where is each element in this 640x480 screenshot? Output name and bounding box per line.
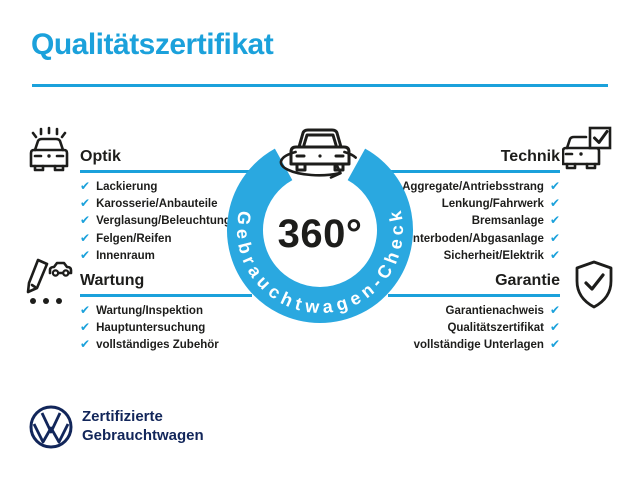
- checklist-item-label: Innenraum: [96, 250, 155, 263]
- checklist-item-label: Felgen/Reifen: [96, 232, 172, 245]
- section-line-garantie: [388, 294, 560, 297]
- check-icon: ✔: [80, 196, 91, 211]
- checklist-item: Qualitätszertifikat ✔: [447, 319, 560, 336]
- check-icon: ✔: [549, 248, 560, 263]
- section-title-optik: Optik: [80, 148, 121, 165]
- vw-logo: [29, 405, 73, 449]
- optik-checklist: ✔ Lackierung ✔ Karosserie/Anbauteile ✔ Verg…: [80, 178, 231, 265]
- wartung-checklist: ✔ Wartung/Inspektion ✔ Hauptuntersuchung ✔…: [80, 302, 219, 354]
- check-icon: ✔: [549, 230, 560, 245]
- ring-shape: [227, 148, 413, 323]
- garantie-checklist: Garantienachweis ✔ Qualitätszertifikat ✔ v…: [414, 302, 560, 354]
- shield-check-icon: [575, 260, 613, 309]
- technik-checklist: Aggregate/Antriebsstrang ✔ Lenkung/Fahrwe…: [402, 178, 560, 265]
- checklist-item-label: Hauptuntersuchung: [96, 322, 206, 335]
- section-title-garantie: Garantie: [495, 272, 560, 289]
- section-line-technik: [388, 170, 560, 173]
- checklist-item: ✔ Karosserie/Anbauteile: [80, 195, 231, 212]
- check-icon: ✔: [80, 230, 91, 245]
- section-title-wartung: Wartung: [80, 272, 145, 289]
- checklist-item-label: vollständige Unterlagen: [413, 339, 544, 352]
- ring-label: Gebrauchtwagen-Check: [233, 207, 407, 317]
- degrees-label: 360°: [278, 212, 363, 256]
- brand-label-line2: Gebrauchtwagen: [82, 427, 204, 444]
- check-icon: ✔: [80, 320, 91, 335]
- check-icon: ✔: [549, 178, 560, 193]
- checklist-item-label: Lackierung: [96, 180, 158, 193]
- checklist-item: ✔ Wartung/Inspektion: [80, 302, 219, 319]
- checklist-item: Lenkung/Fahrwerk ✔: [442, 195, 560, 212]
- check-icon: ✔: [80, 337, 91, 352]
- checklist-item-label: Aggregate/Antriebsstrang: [402, 180, 544, 193]
- check-icon: ✔: [549, 196, 560, 211]
- checklist-item-label: Unterboden/Abgasanlage: [404, 232, 544, 245]
- check-icon: ✔: [80, 248, 91, 263]
- checklist-item: Garantienachweis ✔: [446, 302, 561, 319]
- checklist-item: ✔ Hauptuntersuchung: [80, 319, 219, 336]
- checklist-item: Sicherheit/Elektrik ✔: [444, 248, 560, 265]
- checklist-item: vollständige Unterlagen ✔: [414, 337, 560, 354]
- car-shine-icon: [29, 126, 69, 172]
- car-checkbox-icon: [562, 126, 612, 170]
- page-title: Qualitätszertifikat: [31, 28, 274, 61]
- section-line-wartung: [80, 294, 252, 297]
- checklist-item-label: Karosserie/Anbauteile: [96, 198, 218, 211]
- check-icon: ✔: [549, 213, 560, 228]
- check-icon: ✔: [549, 302, 560, 317]
- check-icon: ✔: [80, 302, 91, 317]
- checklist-item-label: Wartung/Inspektion: [96, 304, 203, 317]
- check-icon: ✔: [549, 337, 560, 352]
- check-icon: ✔: [80, 178, 91, 193]
- checklist-item-label: Lenkung/Fahrwerk: [441, 198, 544, 211]
- brand-label: Zertifizierte Gebrauchtwagen: [82, 407, 204, 445]
- checklist-item-label: Qualitätszertifikat: [447, 322, 544, 335]
- car-rotate-icon: [279, 128, 357, 179]
- section-title-technik: Technik: [500, 148, 560, 165]
- service-checklist-icon: [26, 258, 73, 304]
- header-divider: [32, 84, 608, 87]
- checklist-item: ✔ Innenraum: [80, 248, 231, 265]
- checklist-item: Bremsanlage ✔: [472, 213, 560, 230]
- checklist-item-label: Sicherheit/Elektrik: [443, 250, 544, 263]
- checklist-item: Unterboden/Abgasanlage ✔: [405, 230, 560, 247]
- checklist-item: ✔ Lackierung: [80, 178, 231, 195]
- check-icon: ✔: [80, 213, 91, 228]
- checklist-item: ✔ Felgen/Reifen: [80, 230, 231, 247]
- checklist-item-label: Bremsanlage: [471, 215, 544, 228]
- checklist-item: ✔ Verglasung/Beleuchtung: [80, 213, 231, 230]
- check-icon: ✔: [549, 320, 560, 335]
- brand-label-line1: Zertifizierte: [82, 408, 163, 425]
- checklist-item-label: Verglasung/Beleuchtung: [96, 215, 231, 228]
- checklist-item-label: vollständiges Zubehör: [96, 339, 219, 352]
- checklist-item-label: Garantienachweis: [445, 304, 544, 317]
- checklist-item: ✔ vollständiges Zubehör: [80, 337, 219, 354]
- checklist-item: Aggregate/Antriebsstrang ✔: [402, 178, 560, 195]
- section-line-optik: [80, 170, 252, 173]
